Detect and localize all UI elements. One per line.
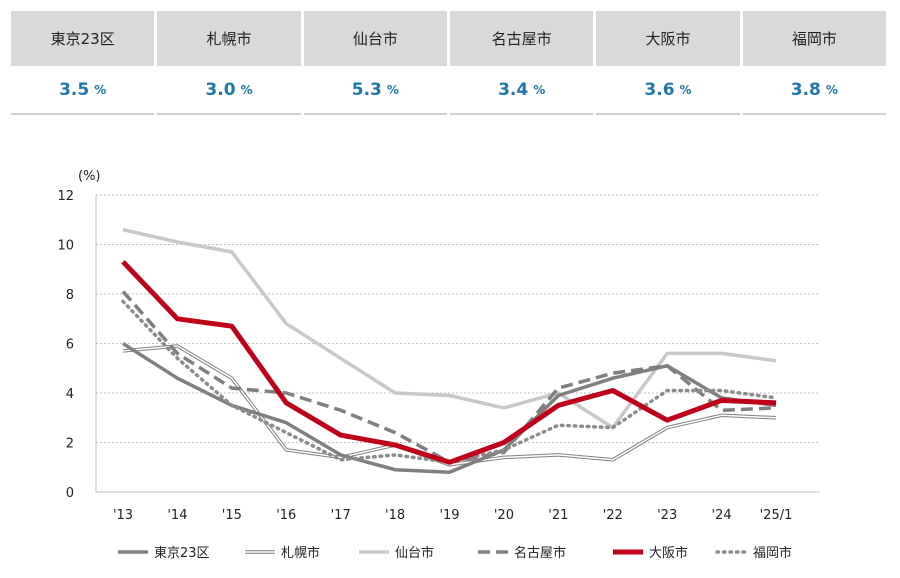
rate-unit: % (679, 82, 692, 97)
legend: 東京23区 札幌市 仙台市 名古屋市 大阪市 福岡市 (118, 545, 792, 561)
x-tick-label: '15 (222, 508, 242, 523)
city-rate: 3.6% (596, 66, 740, 115)
summary-col-tokyo: 東京23区 3.5% (11, 11, 155, 115)
summary-col-fukuoka: 福岡市 3.8% (742, 11, 886, 115)
series-line (122, 345, 777, 466)
legend-label: 仙台市 (395, 545, 434, 561)
series-line (121, 260, 777, 465)
x-tick-label: '13 (113, 508, 133, 523)
rate-unit: % (240, 82, 253, 97)
city-rate: 3.5% (11, 66, 155, 115)
legend-label: 札幌市 (281, 545, 320, 561)
series-line (122, 342, 777, 474)
city-rate: 3.0% (157, 66, 301, 115)
rate-unit: % (533, 82, 546, 97)
x-tick-label: '14 (167, 508, 187, 523)
rate-unit: % (94, 82, 107, 97)
rate-value: 3.0 (205, 79, 236, 100)
y-tick-label: 4 (66, 387, 74, 402)
x-tick-label: '16 (276, 508, 296, 523)
legend-label: 名古屋市 (514, 545, 566, 561)
vacancy-rate-chart: (%) 0 2 4 6 8 10 12 '13 '14 '15 '16 '17 '18 '19 '20 '2… (57, 169, 820, 561)
city-rate: 5.3% (303, 66, 447, 115)
legend-label: 福岡市 (753, 545, 792, 561)
series-line (122, 227, 777, 430)
rate-value: 3.8 (790, 79, 821, 100)
x-tick-label: '18 (385, 508, 405, 523)
legend-label: 東京23区 (154, 545, 210, 561)
grid-lines (95, 194, 820, 493)
y-tick-label: 0 (66, 486, 74, 501)
rate-value: 3.4 (498, 79, 529, 100)
rate-value: 3.6 (644, 79, 675, 100)
x-tick-label: '25/1 (760, 508, 793, 523)
city-rate: 3.4% (449, 66, 594, 115)
series-lines (121, 227, 778, 474)
y-tick-label: 10 (57, 239, 74, 254)
summary-col-sendai: 仙台市 5.3% (303, 11, 447, 115)
y-tick-label: 8 (66, 288, 74, 303)
rate-unit: % (386, 82, 399, 97)
city-name: 名古屋市 (449, 11, 594, 66)
x-tick-label: '17 (331, 508, 351, 523)
x-tick-labels: '13 '14 '15 '16 '17 '18 '19 '20 '21 '22 '23 '24 '25/… (113, 508, 792, 523)
x-tick-label: '21 (548, 508, 568, 523)
series-line (121, 290, 777, 465)
y-axis-unit-label: (%) (78, 169, 101, 184)
y-tick-label: 2 (66, 437, 74, 452)
legend-label: 大阪市 (649, 545, 688, 561)
y-tick-label: 12 (57, 189, 74, 204)
x-tick-label: '24 (712, 508, 732, 523)
rate-value: 5.3 (351, 79, 382, 100)
rate-unit: % (825, 82, 838, 97)
x-tick-label: '19 (439, 508, 459, 523)
y-tick-labels: 0 2 4 6 8 10 12 (57, 189, 74, 501)
summary-col-nagoya: 名古屋市 3.4% (449, 11, 594, 115)
x-tick-label: '20 (494, 508, 514, 523)
city-name: 福岡市 (742, 11, 886, 66)
city-rate: 3.8% (742, 66, 886, 115)
city-name: 仙台市 (303, 11, 447, 66)
city-name: 東京23区 (11, 11, 155, 66)
city-name: 大阪市 (596, 11, 740, 66)
rate-value: 3.5 (59, 79, 90, 100)
summary-table: 東京23区 3.5% 札幌市 3.0% 仙台市 5.3% 名古屋市 3.4% 大… (11, 11, 886, 115)
summary-col-osaka: 大阪市 3.6% (596, 11, 740, 115)
city-name: 札幌市 (157, 11, 301, 66)
summary-col-sapporo: 札幌市 3.0% (157, 11, 301, 115)
y-tick-label: 6 (66, 338, 74, 353)
x-tick-label: '22 (603, 508, 623, 523)
series-line (122, 344, 777, 467)
x-tick-label: '23 (657, 508, 677, 523)
